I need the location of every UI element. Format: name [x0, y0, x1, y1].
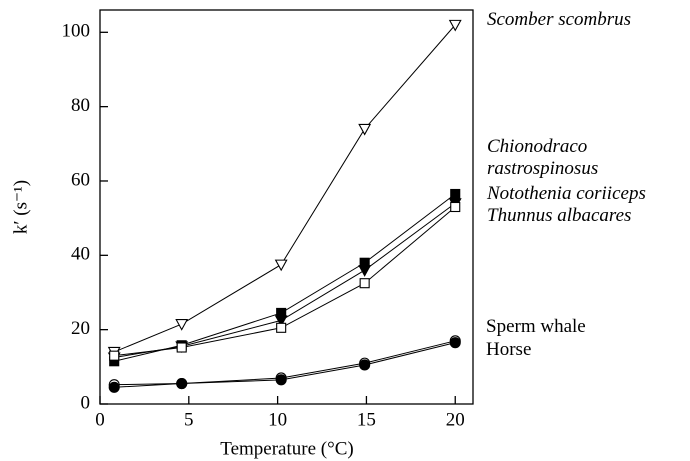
marker — [274, 315, 288, 328]
x-axis-label: Temperature (°C) — [220, 438, 353, 459]
series-label: Chionodraco rastrospinosus — [487, 136, 599, 179]
plot-frame — [99, 9, 474, 405]
marker — [276, 322, 287, 333]
marker — [109, 350, 120, 361]
marker — [358, 265, 372, 277]
marker — [275, 374, 287, 386]
marker — [450, 188, 461, 200]
series-line — [114, 193, 456, 362]
x-tick-label: 20 — [446, 409, 465, 430]
series-line — [114, 24, 456, 353]
x-tick-label: 15 — [357, 409, 376, 430]
marker — [274, 259, 288, 272]
y-axis-label: k′ (s⁻¹) — [10, 180, 31, 234]
x-tick-label: 5 — [184, 409, 194, 430]
y-tick-label: 20 — [71, 318, 90, 339]
y-tick-label: 40 — [71, 244, 90, 265]
y-tick-label: 100 — [62, 21, 91, 42]
y-tick-label: 60 — [71, 169, 90, 190]
y-tick-label: 0 — [81, 392, 91, 413]
marker — [176, 378, 188, 390]
series-label: Horse — [486, 339, 532, 360]
marker — [359, 359, 371, 371]
series-line — [114, 202, 456, 359]
marker — [175, 319, 189, 331]
marker — [359, 278, 370, 289]
marker — [449, 337, 461, 349]
series-line — [114, 206, 456, 357]
series-label: Thunnus albacares — [487, 205, 632, 226]
series-label: Sperm whale — [486, 316, 586, 337]
x-tick-label: 10 — [268, 409, 287, 430]
marker — [448, 19, 462, 32]
series-label: Scomber scombrus — [487, 9, 632, 30]
y-tick-label: 80 — [71, 95, 90, 116]
series-label: Notothenia coriiceps — [487, 183, 646, 204]
x-tick-label: 0 — [95, 409, 105, 430]
marker — [176, 342, 187, 353]
marker — [108, 381, 120, 393]
marker — [358, 123, 372, 136]
marker — [450, 201, 461, 213]
